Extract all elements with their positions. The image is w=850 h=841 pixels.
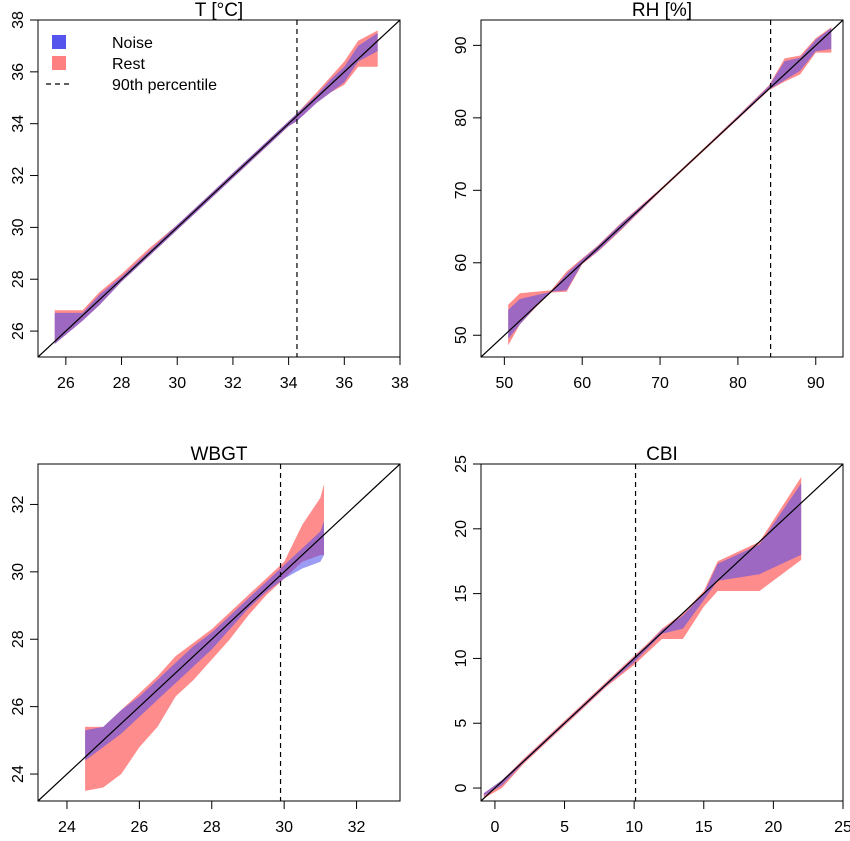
identity-line: [481, 464, 843, 801]
legend-label: Rest: [112, 56, 145, 73]
y-tick-label: 80: [453, 109, 470, 127]
panel-2: 50 60 70 80 90 50 60 70 80 90 RH [%]: [453, 0, 844, 392]
plot-area: [38, 464, 400, 801]
x-tick-label: 28: [113, 375, 131, 392]
x-tick-label: 32: [224, 375, 242, 392]
y-tick-label: 20: [453, 520, 470, 538]
y-tick-label: 10: [453, 649, 470, 667]
band-rest: [85, 484, 324, 791]
y-tick-label: 70: [453, 181, 470, 199]
x-tick-label: 26: [57, 375, 75, 392]
x-tick-label: 38: [391, 375, 409, 392]
identity-line: [38, 464, 400, 801]
legend-label: 90th percentile: [112, 77, 217, 94]
panel-title: RH [%]: [632, 0, 692, 21]
x-tick-label: 36: [335, 375, 353, 392]
y-tick-label: 26: [10, 322, 27, 340]
y-tick-label: 32: [10, 167, 27, 185]
y-tick-label: 24: [10, 765, 27, 783]
x-tick-label: 60: [573, 375, 591, 392]
x-tick-label: 26: [130, 819, 148, 836]
x-tick-label: 20: [764, 819, 782, 836]
x-tick-label: 80: [729, 375, 747, 392]
x-tick-label: 28: [203, 819, 221, 836]
y-tick-label: 30: [10, 563, 27, 581]
panel-1: 26 28 30 32 34 36 38 26 28 30 32 34 36 38 T [°C]: [10, 0, 409, 392]
x-tick-label: 25: [834, 819, 850, 836]
y-tick-label: 50: [453, 326, 470, 344]
x-tick-label: 30: [168, 375, 186, 392]
x-tick-label: 15: [695, 819, 713, 836]
band-rest: [483, 477, 802, 799]
y-tick-label: 34: [10, 115, 27, 133]
plot-frame: [37, 463, 401, 802]
panel-3: 24 26 28 30 32 24 26 28 30 32 WBGT: [10, 444, 401, 836]
legend-swatch-noise: [52, 35, 66, 49]
plot-area: [481, 464, 843, 801]
legend-label: Noise: [112, 35, 153, 52]
x-tick-label: 10: [625, 819, 643, 836]
x-tick-label: 34: [280, 375, 298, 392]
band-noise: [508, 28, 832, 339]
y-tick-label: 90: [453, 36, 470, 54]
identity-line: [481, 20, 843, 357]
x-tick-label: 24: [58, 819, 76, 836]
y-tick-label: 0: [453, 783, 470, 792]
legend: Noise Rest 90th percentile: [46, 35, 217, 94]
panel-4: 0 5 10 15 20 25 0 5 10 15 20 25 CBI: [453, 444, 850, 836]
y-tick-label: 60: [453, 254, 470, 272]
x-tick-label: 50: [495, 375, 513, 392]
x-tick-label: 0: [490, 819, 499, 836]
panel-title: WBGT: [191, 444, 248, 465]
x-tick-label: 32: [348, 819, 366, 836]
band-noise: [483, 483, 802, 796]
y-tick-label: 15: [453, 585, 470, 603]
y-tick-label: 26: [10, 698, 27, 716]
plot-area: [38, 20, 400, 357]
y-tick-label: 36: [10, 63, 27, 81]
legend-swatch-rest: [52, 56, 66, 70]
plot-frame: [480, 19, 844, 358]
y-tick-label: 5: [453, 719, 470, 728]
panel-title: T [°C]: [195, 0, 243, 21]
plot-frame: [37, 19, 401, 358]
x-tick-label: 30: [275, 819, 293, 836]
y-tick-label: 25: [453, 455, 470, 473]
y-tick-label: 32: [10, 495, 27, 513]
y-tick-label: 28: [10, 630, 27, 648]
plot-frame: [480, 463, 844, 802]
y-tick-label: 30: [10, 218, 27, 236]
x-tick-label: 70: [651, 375, 669, 392]
y-tick-label: 28: [10, 270, 27, 288]
y-tick-label: 38: [10, 11, 27, 29]
x-tick-label: 90: [807, 375, 825, 392]
plot-area: [481, 20, 843, 357]
x-tick-label: 5: [560, 819, 569, 836]
panel-title: CBI: [646, 444, 678, 465]
identity-line: [38, 20, 400, 357]
